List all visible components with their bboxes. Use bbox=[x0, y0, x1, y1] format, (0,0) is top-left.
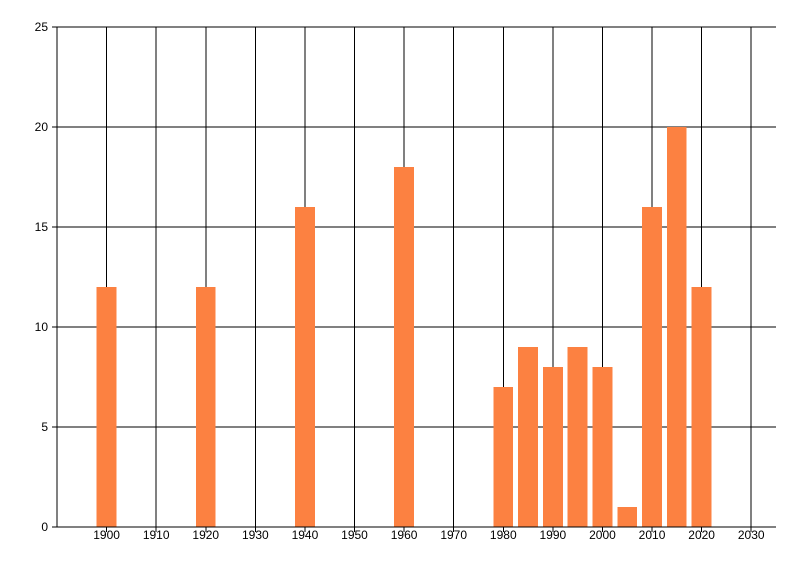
bar-2005 bbox=[617, 507, 638, 527]
y-tick-label-15: 15 bbox=[35, 220, 49, 234]
x-tick-label-1900: 1900 bbox=[93, 528, 120, 542]
bar-1990 bbox=[542, 367, 563, 527]
bar-1900 bbox=[96, 287, 117, 527]
x-tick-label-1920: 1920 bbox=[192, 528, 219, 542]
y-tick-label-5: 5 bbox=[41, 420, 48, 434]
x-tick-label-1960: 1960 bbox=[391, 528, 418, 542]
bar-1940 bbox=[295, 207, 315, 527]
x-tick-label-1930: 1930 bbox=[242, 528, 269, 542]
x-tick-label-1940: 1940 bbox=[292, 528, 319, 542]
x-tick-label-2030: 2030 bbox=[738, 528, 765, 542]
bar-1960 bbox=[394, 167, 415, 527]
x-tick-label-1990: 1990 bbox=[540, 528, 567, 542]
y-tick-label-20: 20 bbox=[35, 120, 49, 134]
x-tick-label-1950: 1950 bbox=[341, 528, 368, 542]
x-tick-label-2010: 2010 bbox=[639, 528, 666, 542]
bar-1920 bbox=[195, 287, 216, 527]
bar-1995 bbox=[567, 347, 588, 527]
y-tick-label-25: 25 bbox=[35, 20, 49, 34]
bar-2000 bbox=[592, 367, 613, 527]
bar-2015 bbox=[666, 127, 687, 527]
x-tick-label-1910: 1910 bbox=[143, 528, 170, 542]
bar-2020 bbox=[691, 287, 712, 527]
x-tick-label-1980: 1980 bbox=[490, 528, 517, 542]
bar-1985 bbox=[518, 347, 538, 527]
x-tick-label-2000: 2000 bbox=[589, 528, 616, 542]
bar-2010 bbox=[642, 207, 662, 527]
bar-1980 bbox=[493, 387, 514, 527]
x-tick-label-1970: 1970 bbox=[440, 528, 467, 542]
y-tick-label-0: 0 bbox=[41, 520, 48, 534]
y-tick-label-10: 10 bbox=[35, 320, 49, 334]
x-tick-label-2020: 2020 bbox=[688, 528, 715, 542]
